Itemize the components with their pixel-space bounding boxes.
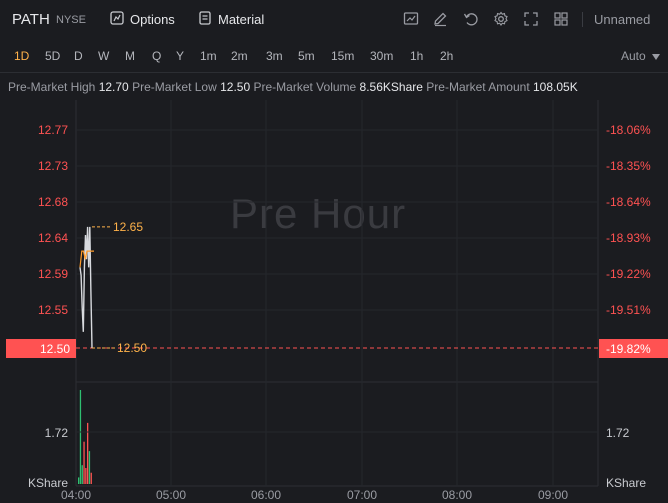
- current-price-box: [6, 339, 76, 358]
- period-tab-15m[interactable]: 15m: [331, 49, 355, 63]
- average-line: [79, 250, 94, 268]
- layout-dropdown[interactable]: Unnamed: [594, 12, 650, 27]
- volume-bar: [83, 441, 85, 484]
- pm-volume-label: Pre-Market Volume: [253, 80, 357, 94]
- period-tab-q[interactable]: Q: [152, 49, 162, 63]
- toolbar-divider: [0, 72, 668, 73]
- grid-icon[interactable]: [553, 11, 569, 27]
- options-label: Options: [130, 12, 175, 27]
- period-tab-m[interactable]: M: [125, 49, 135, 63]
- period-tabs: Auto 1D 5D D W M Q Y 1m 2m 3m 5m 15m 30m 1h 2h: [0, 46, 668, 68]
- volume-bar: [88, 451, 91, 484]
- x-tick-label: 04:00: [61, 488, 91, 502]
- price-tick-label: 12.68: [38, 195, 68, 209]
- pm-high-value: 12.70: [98, 80, 129, 94]
- pct-tick-label: -19.51%: [606, 303, 651, 317]
- volume-bar: [90, 472, 92, 484]
- volume-bar: [81, 465, 83, 484]
- pct-tick-label: -19.22%: [606, 267, 651, 281]
- period-tab-2m[interactable]: 2m: [231, 49, 248, 63]
- price-tick-label: 12.77: [38, 123, 68, 137]
- pm-low-value: 12.50: [220, 80, 251, 94]
- period-tab-y[interactable]: Y: [176, 49, 185, 63]
- price-tick-label: 12.64: [38, 231, 68, 245]
- pct-tick-label: -18.35%: [606, 159, 651, 173]
- pct-tick-label: -18.06%: [606, 123, 651, 137]
- x-tick-label: 07:00: [347, 488, 377, 502]
- gear-icon[interactable]: [493, 11, 509, 27]
- options-button[interactable]: Options: [110, 11, 175, 28]
- premarket-stats: Pre-Market High 12.70 Pre-Market Low 12.…: [8, 80, 578, 94]
- pm-amount-label: Pre-Market Amount: [426, 80, 530, 94]
- material-button[interactable]: Material: [198, 11, 264, 28]
- pct-tick-label: -18.93%: [606, 231, 651, 245]
- pre-hour-watermark: Pre Hour: [230, 190, 407, 237]
- chart-icon[interactable]: [403, 11, 419, 27]
- period-tab-5d[interactable]: 5D: [45, 49, 61, 63]
- material-label: Material: [218, 12, 265, 27]
- auto-dropdown[interactable]: Auto: [621, 49, 660, 63]
- pencil-icon[interactable]: [432, 11, 448, 27]
- low-marker-label: 12.50: [117, 341, 147, 355]
- price-tick-label: 12.55: [38, 303, 68, 317]
- volume-tick-right: 1.72: [606, 426, 630, 440]
- caret-down-icon: [652, 54, 660, 60]
- current-price-label: 12.50: [40, 342, 70, 356]
- volume-bar: [87, 422, 89, 484]
- volume-bar: [79, 390, 82, 484]
- x-tick-label: 09:00: [538, 488, 568, 502]
- x-tick-label: 05:00: [156, 488, 186, 502]
- options-icon: [110, 11, 124, 28]
- current-pct-box: [599, 339, 668, 358]
- period-tab-1d[interactable]: 1D: [14, 49, 30, 63]
- material-icon: [198, 11, 212, 28]
- high-marker-label: 12.65: [113, 220, 143, 234]
- period-tab-3m[interactable]: 3m: [266, 49, 283, 63]
- volume-tick-left: 1.72: [45, 426, 69, 440]
- period-tab-w[interactable]: W: [98, 49, 110, 63]
- volume-bar: [78, 477, 80, 484]
- layout-name: Unnamed: [594, 12, 651, 27]
- volume-bar: [85, 468, 87, 484]
- pm-amount-value: 108.05K: [533, 80, 578, 94]
- auto-label: Auto: [620, 49, 646, 63]
- volume-unit-left: KShare: [28, 476, 68, 490]
- undo-icon[interactable]: [463, 11, 479, 27]
- period-tab-d[interactable]: D: [74, 49, 83, 63]
- pm-low-label: Pre-Market Low: [132, 80, 217, 94]
- period-tab-5m[interactable]: 5m: [298, 49, 315, 63]
- top-toolbar: PATH NYSE Options Material Unnamed: [0, 0, 668, 38]
- x-tick-label: 08:00: [442, 488, 472, 502]
- x-tick-label: 06:00: [251, 488, 281, 502]
- pm-high-label: Pre-Market High: [8, 80, 96, 94]
- exchange-label: NYSE: [56, 14, 86, 26]
- period-tab-2h[interactable]: 2h: [440, 49, 454, 63]
- price-line: [79, 226, 93, 349]
- expand-icon[interactable]: [523, 11, 539, 27]
- price-tick-label: 12.59: [38, 267, 68, 281]
- price-tick-label: 12.73: [38, 159, 68, 173]
- period-tab-1m[interactable]: 1m: [200, 49, 217, 63]
- toolbar-separator: [582, 12, 583, 27]
- stock-symbol: PATH: [12, 11, 50, 28]
- pct-tick-label: -18.64%: [606, 195, 651, 209]
- period-tab-1h[interactable]: 1h: [410, 49, 424, 63]
- pm-volume-value: 8.56KShare: [359, 80, 423, 94]
- period-tab-30m[interactable]: 30m: [370, 49, 394, 63]
- current-pct-label: -19.82%: [606, 342, 651, 356]
- volume-unit-right: KShare: [606, 476, 646, 490]
